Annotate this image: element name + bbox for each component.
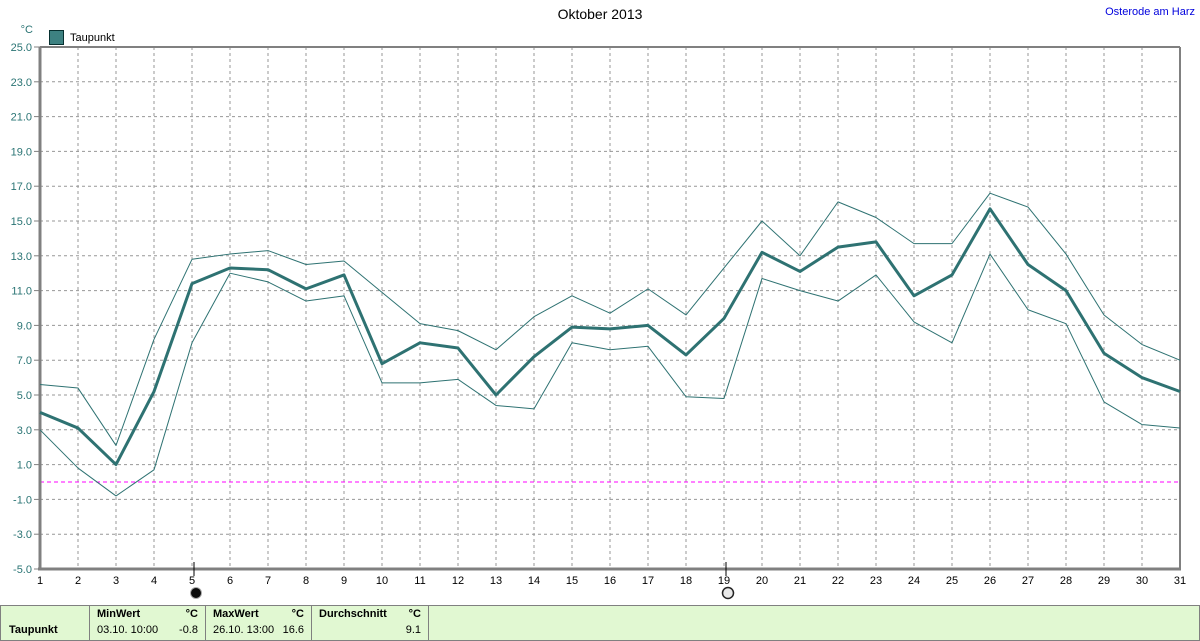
- moon-phase-markers: [190, 562, 735, 600]
- y-tick-label: 15.0: [11, 216, 32, 228]
- maxwert-unit: °C: [291, 608, 304, 620]
- table-divider: [89, 606, 90, 640]
- minwert-value: -0.8: [179, 624, 198, 636]
- legend-label: Taupunkt: [70, 31, 115, 44]
- y-tick-label: -3.0: [13, 529, 32, 541]
- minwert-column: MinWert °C 03.10. 10:00 -0.8: [90, 606, 205, 640]
- data-series: [39, 192, 1181, 497]
- table-divider: [311, 606, 312, 640]
- maxwert-column: MaxWert °C 26.10. 13:00 16.6: [206, 606, 311, 640]
- minwert-header: MinWert: [97, 608, 141, 620]
- table-divider: [205, 606, 206, 640]
- durchschnitt-value: 9.1: [405, 624, 421, 636]
- durchschnitt-header: Durchschnitt: [319, 608, 387, 620]
- maxwert-value: 16.6: [282, 624, 304, 636]
- x-tick-label: 27: [1022, 575, 1034, 587]
- summary-row-label: Taupunkt: [9, 624, 58, 636]
- y-tick-label: 1.0: [17, 460, 32, 472]
- x-tick-label: 18: [680, 575, 692, 587]
- minwert-datetime: 03.10. 10:00: [97, 624, 159, 636]
- y-tick-label: 19.0: [11, 146, 32, 158]
- x-tick-label: 6: [227, 575, 233, 587]
- y-tick-label: 17.0: [11, 181, 32, 193]
- x-tick-label: 28: [1060, 575, 1072, 587]
- x-tick-label: 26: [984, 575, 996, 587]
- table-divider: [428, 606, 429, 640]
- x-tick-label: 4: [151, 575, 157, 587]
- x-tick-label: 29: [1098, 575, 1110, 587]
- y-tick-label: 13.0: [11, 251, 32, 263]
- y-axis-unit: °C: [20, 24, 33, 36]
- x-tick-label: 30: [1136, 575, 1148, 587]
- gridlines: [40, 47, 1180, 569]
- series-thin: [39, 253, 1181, 497]
- x-tick-label: 2: [75, 575, 81, 587]
- summary-table: Taupunkt MinWert °C 03.10. 10:00 -0.8 Ma…: [0, 605, 1200, 641]
- x-tick-label: 19: [718, 575, 730, 587]
- x-tick-label: 16: [604, 575, 616, 587]
- x-tick-label: 24: [908, 575, 920, 587]
- y-tick-label: 11.0: [11, 286, 32, 298]
- minwert-unit: °C: [185, 608, 198, 620]
- maxwert-datetime: 26.10. 13:00: [213, 624, 275, 636]
- new-moon-icon: [190, 587, 202, 599]
- x-tick-label: 23: [870, 575, 882, 587]
- y-tick-label: 21.0: [11, 112, 32, 124]
- x-tick-label: 11: [414, 575, 425, 587]
- x-tick-label: 5: [189, 575, 195, 587]
- y-tick-label: 7.0: [17, 355, 32, 367]
- series-thick: [39, 207, 1181, 467]
- chart-canvas: 25.023.021.019.017.015.013.011.09.07.05.…: [11, 42, 1187, 600]
- x-tick-label: 17: [642, 575, 654, 587]
- x-tick-label: 9: [341, 575, 347, 587]
- axes-frame: [34, 46, 1181, 571]
- maxwert-header: MaxWert: [213, 608, 259, 620]
- x-tick-label: 25: [946, 575, 958, 587]
- y-tick-label: 5.0: [17, 390, 32, 402]
- x-tick-label: 22: [832, 575, 844, 587]
- full-moon-icon: [721, 586, 735, 600]
- x-tick-label: 31: [1174, 575, 1186, 587]
- page-title: Oktober 2013: [557, 6, 643, 22]
- legend-swatch-icon: [49, 30, 64, 45]
- y-tick-label: 9.0: [17, 320, 32, 332]
- durchschnitt-unit: °C: [408, 608, 421, 620]
- x-tick-label: 8: [303, 575, 309, 587]
- station-link[interactable]: Osterode am Harz: [1105, 6, 1195, 18]
- x-tick-label: 15: [566, 575, 578, 587]
- durchschnitt-column: Durchschnitt °C 9.1: [312, 606, 428, 640]
- y-tick-label: 23.0: [11, 77, 32, 89]
- legend: Taupunkt: [49, 30, 115, 45]
- y-tick-label: -5.0: [13, 564, 32, 576]
- x-tick-label: 7: [265, 575, 271, 587]
- x-tick-label: 10: [376, 575, 388, 587]
- y-tick-label: 3.0: [17, 425, 32, 437]
- x-tick-label: 21: [794, 575, 806, 587]
- x-tick-label: 20: [756, 575, 768, 587]
- y-tick-label: -1.0: [13, 494, 32, 506]
- x-tick-label: 1: [37, 575, 43, 587]
- x-tick-label: 13: [490, 575, 502, 587]
- x-tick-label: 12: [452, 575, 464, 587]
- x-tick-label: 14: [528, 575, 540, 587]
- series-thin: [39, 192, 1181, 446]
- axis-tick-labels: 25.023.021.019.017.015.013.011.09.07.05.…: [11, 42, 1187, 587]
- y-tick-label: 25.0: [11, 42, 32, 54]
- x-tick-label: 3: [113, 575, 119, 587]
